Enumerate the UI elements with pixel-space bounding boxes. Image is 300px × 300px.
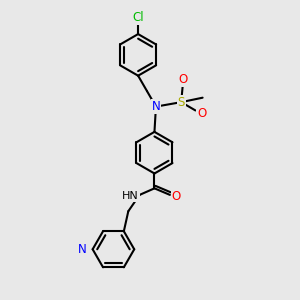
Text: S: S [178,96,185,109]
Text: Cl: Cl [132,11,144,24]
Text: O: O [178,73,187,86]
Text: O: O [197,107,207,120]
Text: N: N [152,100,160,113]
Text: HN: HN [122,191,139,201]
Text: O: O [172,190,181,203]
Text: N: N [78,243,87,256]
